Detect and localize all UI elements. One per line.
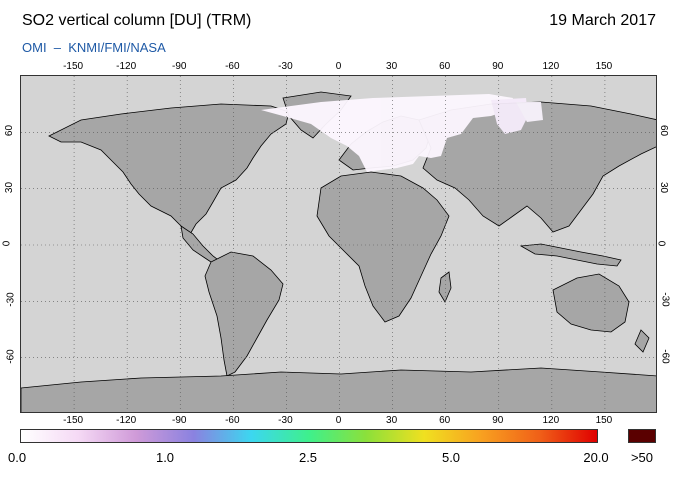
longitude-tick-label: -30 bbox=[278, 61, 293, 72]
longitude-tick-label: 60 bbox=[439, 61, 451, 72]
map-date: 19 March 2017 bbox=[549, 12, 656, 29]
longitude-tick-label: -30 bbox=[278, 415, 293, 426]
longitude-tick-label: 0 bbox=[335, 61, 342, 72]
antarctica bbox=[21, 367, 656, 412]
indonesia bbox=[519, 243, 622, 267]
longitude-tick-label: 0 bbox=[335, 415, 342, 426]
longitude-tick-label: 90 bbox=[492, 61, 504, 72]
data-credit: OMI – KNMI/FMI/NASA bbox=[22, 40, 166, 55]
color-scale-bar bbox=[20, 429, 598, 443]
latitude-tick-label: 60 bbox=[658, 125, 670, 137]
longitude-tick-label: 60 bbox=[439, 415, 451, 426]
north-america bbox=[48, 103, 290, 237]
color-scale-label: 2.5 bbox=[298, 450, 318, 465]
color-scale-label: 0.0 bbox=[8, 450, 27, 465]
color-scale-label: 20.0 bbox=[583, 450, 609, 465]
longitude-tick-label: -150 bbox=[63, 415, 84, 426]
latitude-tick-label: 30 bbox=[658, 181, 670, 193]
map-title: SO2 vertical column [DU] (TRM) bbox=[22, 12, 252, 29]
longitude-tick-label: 120 bbox=[542, 415, 560, 426]
longitude-tick-label: 90 bbox=[492, 415, 504, 426]
longitude-tick-label: 150 bbox=[595, 415, 613, 426]
south-america bbox=[204, 251, 284, 377]
latitude-tick-label: -30 bbox=[5, 292, 17, 308]
latitude-tick-label: -30 bbox=[659, 292, 671, 308]
latitude-tick-label: 0 bbox=[1, 240, 13, 247]
graticule bbox=[21, 76, 656, 412]
latitude-tick-label: 30 bbox=[4, 181, 16, 193]
latitude-tick-label: 60 bbox=[4, 125, 16, 137]
longitude-tick-label: -90 bbox=[172, 61, 187, 72]
longitude-tick-label: 120 bbox=[542, 61, 560, 72]
longitude-tick-label: 30 bbox=[386, 61, 398, 72]
latitude-tick-label: -60 bbox=[5, 348, 17, 364]
africa bbox=[316, 171, 450, 323]
longitude-tick-label: -150 bbox=[63, 61, 84, 72]
new-zealand bbox=[634, 329, 650, 353]
longitude-tick-label: -120 bbox=[116, 415, 137, 426]
world-map[interactable] bbox=[20, 75, 657, 413]
latitude-tick-label: -60 bbox=[659, 348, 671, 364]
australia bbox=[552, 273, 630, 333]
longitude-tick-label: 150 bbox=[595, 61, 613, 72]
color-scale-label: >50 bbox=[630, 450, 654, 465]
color-scale-label: 5.0 bbox=[441, 450, 461, 465]
so2-data-swath bbox=[261, 94, 543, 172]
world-map-svg bbox=[21, 76, 656, 412]
madagascar bbox=[438, 271, 452, 303]
overflow-color-box bbox=[628, 429, 656, 443]
longitude-tick-label: -120 bbox=[116, 61, 137, 72]
longitude-tick-label: -60 bbox=[225, 415, 240, 426]
longitude-tick-label: 30 bbox=[386, 415, 398, 426]
longitude-tick-label: -60 bbox=[225, 61, 240, 72]
longitude-tick-label: -90 bbox=[172, 415, 187, 426]
color-scale-label: 1.0 bbox=[155, 450, 175, 465]
asia bbox=[418, 101, 656, 233]
